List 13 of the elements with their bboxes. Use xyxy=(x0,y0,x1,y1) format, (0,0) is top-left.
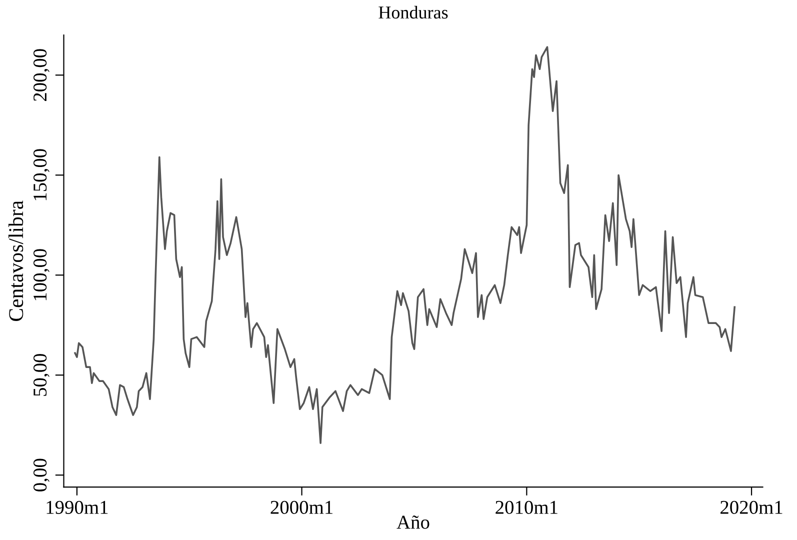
y-tick-label: 0,00 xyxy=(33,458,50,492)
y-axis-title: Centavos/libra xyxy=(8,200,24,321)
x-axis-title: Año xyxy=(396,516,430,529)
y-tick-label: 100,00 xyxy=(33,249,50,300)
x-tick-label: 1990m1 xyxy=(46,500,108,514)
chart-title: Honduras xyxy=(378,6,448,19)
x-tick-label: 2000m1 xyxy=(270,500,332,514)
x-tick-label: 2010m1 xyxy=(496,500,558,514)
y-tick-label: 150,00 xyxy=(33,149,50,200)
y-tick-label: 200,00 xyxy=(33,49,50,101)
line-series xyxy=(74,46,736,444)
y-tick-label: 50,00 xyxy=(33,354,50,396)
x-tick-label: 2020m1 xyxy=(720,500,782,514)
